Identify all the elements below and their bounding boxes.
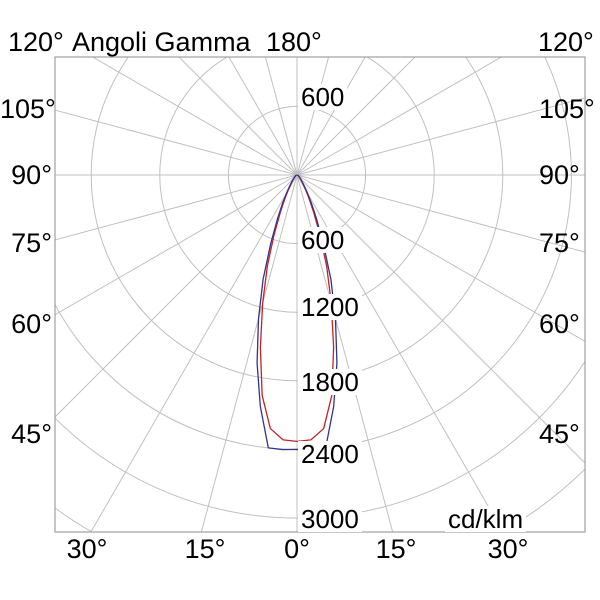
ring-label-600: 600 bbox=[298, 227, 348, 253]
angle-label-right-90: 90° bbox=[539, 160, 580, 190]
chart-title: Angoli Gamma bbox=[72, 27, 251, 57]
angle-label-left-90: 90° bbox=[11, 160, 52, 190]
ring-label-1800: 1800 bbox=[298, 369, 362, 395]
ring-label-600-top: 600 bbox=[298, 84, 348, 110]
angle-label-left-75: 75° bbox=[11, 228, 52, 258]
ring-label-2400: 2400 bbox=[298, 441, 362, 467]
angle-label-top-right-120: 120° bbox=[538, 27, 594, 57]
angle-label-left-45: 45° bbox=[11, 419, 52, 449]
angle-label-top-center-180: 180° bbox=[266, 27, 322, 57]
angle-label-bottom-15-left: 15° bbox=[184, 534, 226, 564]
ring-label-3000: 3000 bbox=[298, 506, 362, 532]
angle-label-right-105: 105° bbox=[539, 94, 595, 124]
angle-label-left-60: 60° bbox=[11, 309, 52, 339]
angle-label-right-75: 75° bbox=[539, 228, 580, 258]
ring-label-1200: 1200 bbox=[298, 294, 362, 320]
angle-label-top-left-120: 120° bbox=[8, 27, 64, 57]
angle-label-bottom-15-right: 15° bbox=[375, 534, 417, 564]
angle-label-bottom-30-left: 30° bbox=[66, 534, 108, 564]
unit-label-cd-klm: cd/klm bbox=[445, 506, 527, 532]
angle-label-bottom-0: 0° bbox=[284, 534, 310, 564]
angle-label-left-105: 105° bbox=[0, 94, 56, 124]
angle-label-right-60: 60° bbox=[539, 309, 580, 339]
angle-label-right-45: 45° bbox=[539, 419, 580, 449]
angle-label-bottom-30-right: 30° bbox=[487, 534, 529, 564]
